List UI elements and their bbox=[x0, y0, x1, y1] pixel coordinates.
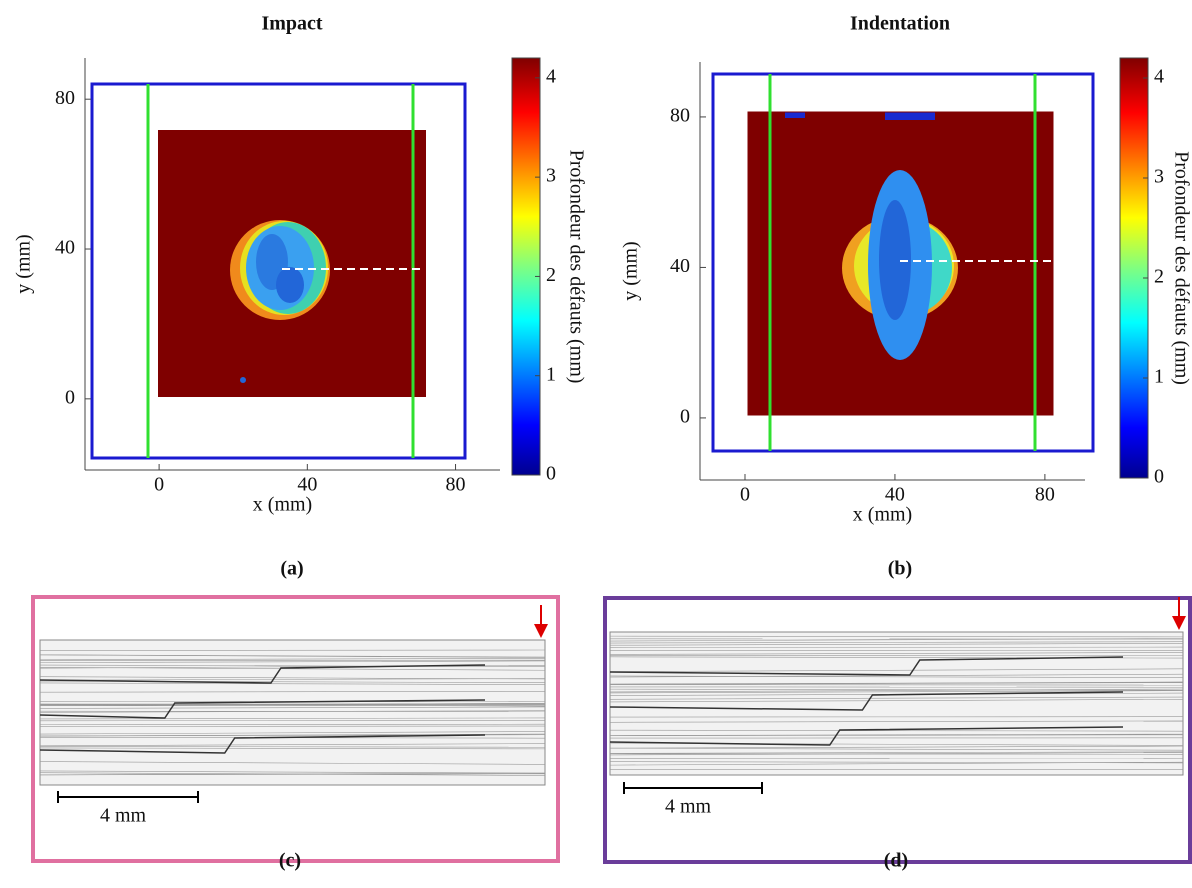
colorbar-tick-label: 1 bbox=[1154, 366, 1164, 388]
y-axis-label: y (mm) bbox=[13, 234, 35, 293]
x-tick-label: 40 bbox=[297, 474, 317, 496]
panel-caption: (c) bbox=[279, 850, 301, 872]
colorbar-label: Profondeur des défauts (mm) bbox=[565, 150, 587, 384]
panel-title: Impact bbox=[261, 13, 322, 35]
arrow-head bbox=[534, 624, 548, 638]
y-tick-label: 40 bbox=[670, 255, 690, 277]
x-tick-label: 0 bbox=[154, 474, 164, 496]
y-tick-label: 0 bbox=[680, 406, 690, 428]
micrographs: 4 mm (c) 4 mm (d) bbox=[40, 597, 1186, 872]
x-axis-label: x (mm) bbox=[853, 504, 912, 526]
colorbar-label: Profondeur des défauts (mm) bbox=[1170, 151, 1192, 385]
cscan-impact bbox=[92, 84, 465, 458]
colorbar-tick-label: 2 bbox=[546, 264, 556, 286]
y-tick-label: 80 bbox=[670, 105, 690, 127]
panel-title: Indentation bbox=[850, 13, 950, 35]
panel-caption: (b) bbox=[888, 558, 912, 580]
panel-caption: (d) bbox=[884, 850, 908, 872]
arrow-head bbox=[1172, 616, 1186, 630]
y-tick-label: 80 bbox=[55, 87, 75, 109]
panel-caption: (a) bbox=[280, 558, 303, 580]
y-axis-label: y (mm) bbox=[620, 241, 642, 300]
colorbar-tick-label: 4 bbox=[1154, 66, 1164, 88]
colorbar-tick-label: 0 bbox=[1154, 466, 1164, 488]
colorbar-tick-label: 3 bbox=[546, 165, 556, 187]
x-tick-label: 0 bbox=[740, 484, 750, 506]
cscan-indentation bbox=[713, 74, 1093, 451]
y-tick-label: 0 bbox=[65, 386, 75, 408]
colorbar-tick-label: 1 bbox=[546, 363, 556, 385]
colorbar-tick-label: 4 bbox=[546, 65, 556, 87]
x-axis-label: x (mm) bbox=[253, 494, 312, 516]
y-tick-label: 40 bbox=[55, 237, 75, 259]
x-tick-label: 40 bbox=[885, 484, 905, 506]
colorbar bbox=[1120, 58, 1148, 478]
x-tick-label: 80 bbox=[446, 474, 466, 496]
colorbar bbox=[512, 58, 540, 475]
colorbar-tick-label: 0 bbox=[546, 463, 556, 485]
scale-bar-label: 4 mm bbox=[100, 805, 147, 827]
colorbar-tick-label: 2 bbox=[1154, 266, 1164, 288]
scale-bar-label: 4 mm bbox=[665, 796, 712, 818]
x-tick-label: 80 bbox=[1035, 484, 1055, 506]
colorbar-tick-label: 3 bbox=[1154, 166, 1164, 188]
